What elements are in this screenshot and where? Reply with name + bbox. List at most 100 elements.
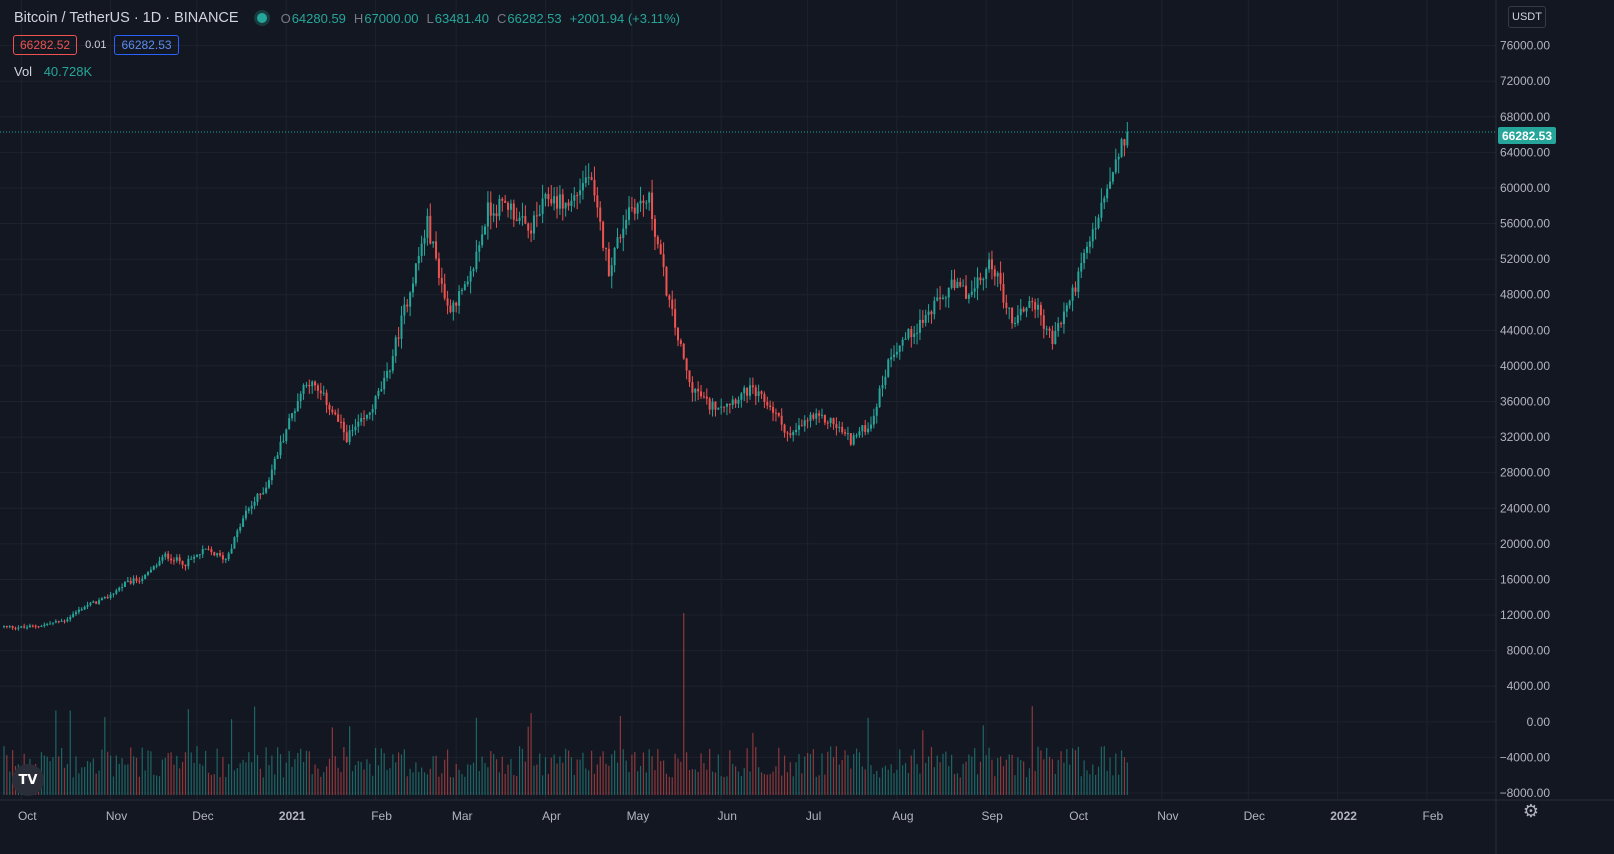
ohlc-close: C66282.53 [497, 10, 562, 26]
volume-bar [360, 761, 362, 795]
tradingview-logo[interactable]: TV [12, 764, 44, 796]
candle-body [331, 409, 334, 413]
volume-bar [841, 760, 843, 795]
volume-bar [78, 773, 80, 795]
candle-body [187, 558, 190, 567]
candle-body [339, 421, 342, 423]
candle-body [374, 396, 377, 410]
volume-bar [156, 775, 158, 795]
candle-body [797, 425, 800, 430]
volume-bar [277, 747, 279, 795]
volume-bar [723, 776, 725, 795]
volume-bar [228, 764, 230, 795]
volume-bar [616, 762, 619, 795]
candle-body [648, 192, 651, 203]
volume-bar [193, 762, 195, 795]
candle-body [890, 357, 893, 360]
volume-bar [671, 777, 673, 795]
buy-button[interactable]: 66282.53 [114, 35, 179, 55]
candle-body [181, 561, 184, 565]
volume-bar [979, 761, 982, 795]
volume-bar [274, 774, 276, 795]
volume-bar [141, 747, 143, 795]
sell-button[interactable]: 66282.52 [13, 35, 78, 55]
volume-bar [52, 757, 54, 795]
candle-body [789, 433, 792, 436]
candle-body [772, 407, 775, 413]
volume-bar [81, 767, 83, 795]
volume-bar [6, 755, 8, 795]
volume-bar [835, 746, 838, 795]
volume-bar [1126, 762, 1128, 795]
candle-body [809, 414, 812, 421]
gear-icon[interactable]: ⚙ [1522, 800, 1540, 821]
volume-bar [838, 764, 840, 795]
candle-body [985, 269, 988, 280]
candle-body [178, 557, 181, 562]
candle-body [898, 345, 901, 352]
candle-body [161, 556, 164, 561]
volume-bar [133, 756, 135, 795]
volume-bar [942, 753, 944, 795]
volume-bar [311, 774, 313, 795]
candle-body [233, 537, 236, 549]
candle-body [763, 394, 766, 402]
candle-body [979, 277, 982, 281]
candle-body [1123, 139, 1126, 146]
candle-body [383, 377, 386, 390]
candle-body [435, 241, 438, 259]
volume-bar [383, 753, 385, 795]
volume-bar [386, 769, 388, 795]
candle-body [1060, 323, 1063, 325]
price-tick-label: 4000.00 [1507, 679, 1551, 693]
candle-body [795, 429, 798, 433]
symbol-title[interactable]: Bitcoin / TetherUS · 1D · BINANCE [14, 10, 239, 26]
candle-body [1106, 188, 1109, 199]
candle-body [345, 432, 348, 442]
time-tick-label: 2022 [1330, 809, 1357, 823]
candle-body [625, 219, 628, 229]
volume-bar [812, 749, 814, 795]
candle-body [668, 295, 671, 300]
candle-body [653, 218, 656, 237]
candle-body [547, 193, 550, 200]
volume-bar [406, 776, 408, 795]
candle-body [11, 626, 14, 628]
volume-bar [236, 768, 238, 795]
volume-bar [372, 775, 374, 795]
volume-bar [461, 774, 463, 795]
currency-button[interactable]: USDT [1508, 6, 1546, 28]
time-tick-label: Oct [1069, 809, 1088, 823]
volume-legend[interactable]: Vol 40.728K [14, 64, 92, 79]
volume-bar [760, 772, 763, 795]
volume-bar [608, 765, 610, 795]
candle-body [357, 421, 360, 427]
candle-body [267, 480, 270, 488]
volume-bar [196, 746, 198, 795]
volume-bar [101, 749, 103, 795]
volume-bar [181, 761, 184, 795]
volume-bar [654, 770, 656, 795]
time-tick-label: Nov [1157, 809, 1178, 823]
candle-body [190, 558, 193, 560]
candle-body [126, 580, 129, 583]
candle-body [172, 560, 175, 562]
candle-body [1048, 328, 1051, 331]
volume-bar [346, 756, 348, 795]
candle-body [933, 300, 936, 315]
volume-bar [43, 755, 45, 795]
candle-body [760, 391, 763, 395]
candle-body [792, 432, 795, 436]
volume-bar [743, 768, 745, 795]
candle-body [1088, 241, 1091, 247]
candle-body [509, 203, 512, 210]
volume-bar [265, 747, 267, 795]
candle-body [628, 207, 631, 220]
candle-body [314, 381, 317, 386]
candle-body [1008, 307, 1011, 309]
candle-body [593, 179, 596, 196]
candle-body [299, 393, 302, 402]
volume-bar [657, 749, 659, 795]
